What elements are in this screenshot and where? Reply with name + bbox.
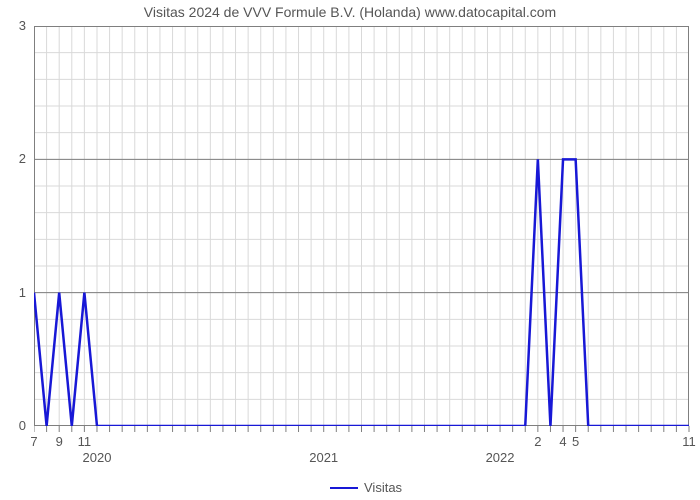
chart-plot [34,26,689,426]
legend-label: Visitas [364,480,402,495]
x-tick-label: 11 [674,434,700,449]
legend-swatch [330,487,358,489]
x-year-label: 2020 [67,450,127,465]
y-tick-label: 3 [4,18,26,33]
x-year-label: 2021 [294,450,354,465]
x-tick-label: 5 [561,434,591,449]
legend: Visitas [330,480,402,495]
y-tick-label: 0 [4,418,26,433]
x-year-label: 2022 [470,450,530,465]
chart-title: Visitas 2024 de VVV Formule B.V. (Holand… [0,4,700,20]
y-tick-label: 1 [4,285,26,300]
x-tick-label: 11 [69,434,99,449]
y-tick-label: 2 [4,151,26,166]
